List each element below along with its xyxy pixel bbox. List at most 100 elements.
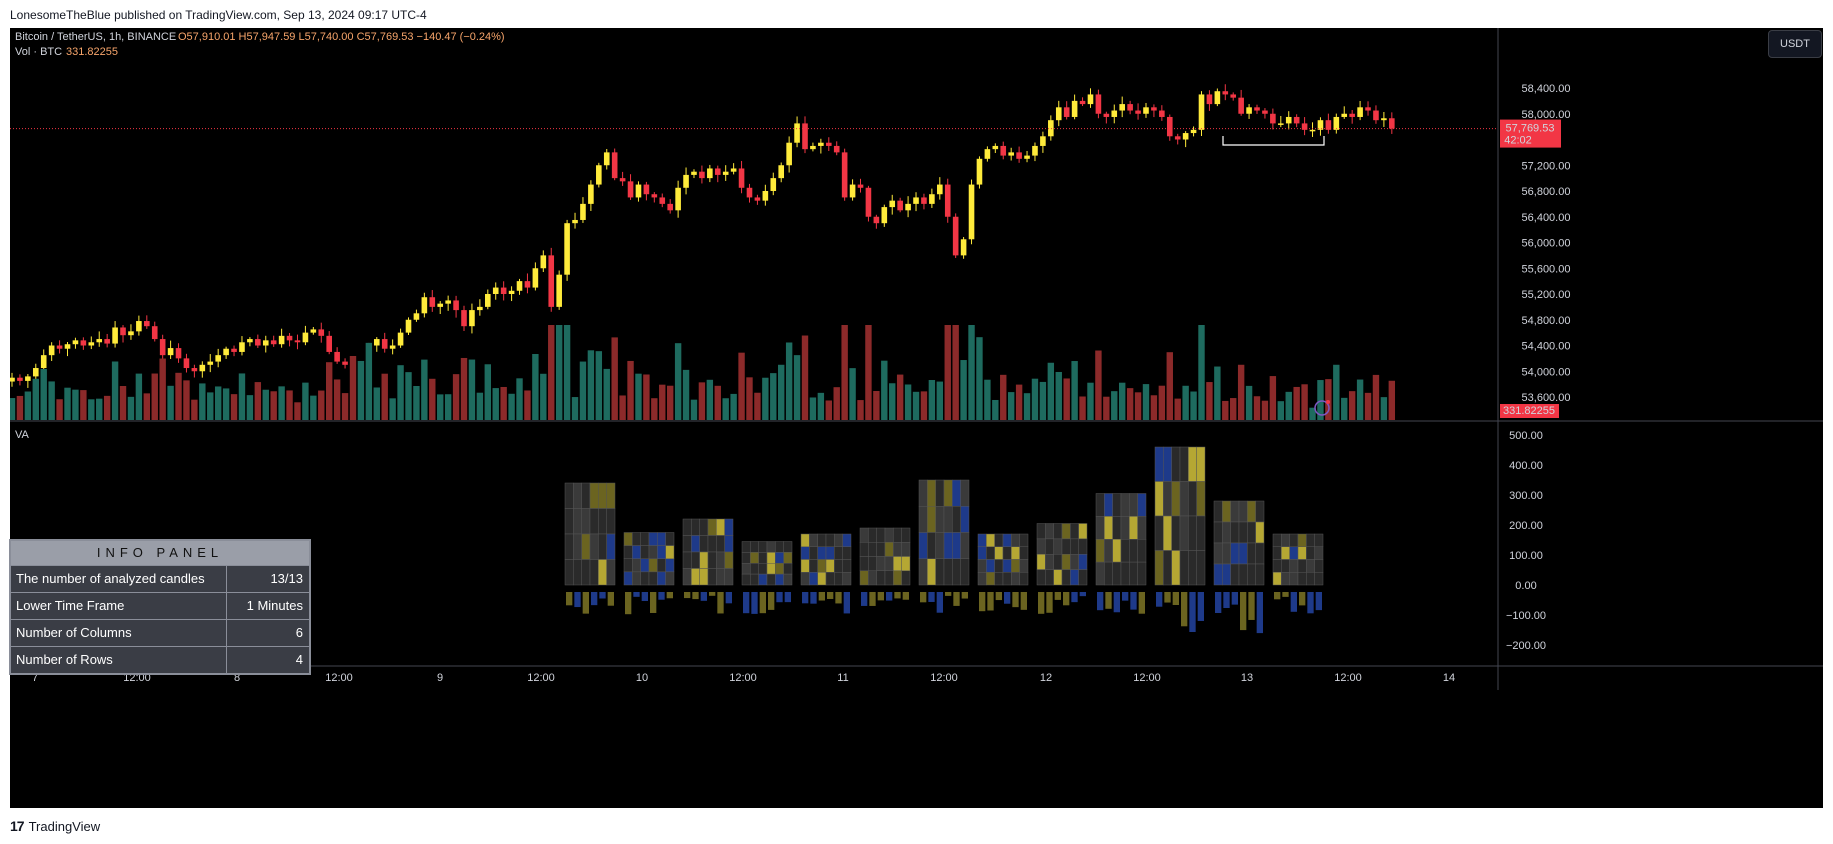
price-tick-label: 58,400.00 xyxy=(1522,83,1571,95)
volume-bar xyxy=(865,325,872,420)
candle-body xyxy=(635,184,642,198)
va-cell xyxy=(876,527,886,543)
va-cell xyxy=(1070,538,1079,555)
va-cell xyxy=(716,535,725,553)
candle-body xyxy=(1151,107,1157,111)
va-cell xyxy=(1213,542,1223,565)
va-cell xyxy=(724,551,734,569)
volume-bar xyxy=(1333,364,1340,420)
va-cell xyxy=(842,572,852,586)
va-delta-bar xyxy=(759,592,766,614)
candle-body xyxy=(960,239,967,256)
va-cell xyxy=(598,533,607,560)
va-cell xyxy=(1272,546,1282,560)
candle-body xyxy=(405,319,412,333)
volume-bar xyxy=(682,369,690,420)
volume-bar xyxy=(627,360,634,420)
va-delta-bar xyxy=(1307,592,1314,614)
volume-legend-value: 331.82255 xyxy=(66,46,118,58)
chart-area[interactable]: 58,400.00 58,000.00 57,200.00 56,800.00 56,4… xyxy=(10,28,1823,808)
volume-bar xyxy=(357,360,365,420)
candle-body xyxy=(897,200,903,211)
va-cell xyxy=(783,552,793,564)
candle-body xyxy=(548,255,555,307)
volume-bar xyxy=(540,373,547,420)
va-cell xyxy=(943,558,953,586)
tradingview-logo[interactable]: 17 TradingView xyxy=(10,818,100,834)
va-cell xyxy=(758,552,768,564)
va-cell xyxy=(1045,538,1054,555)
candle-body xyxy=(144,321,150,327)
va-cell xyxy=(606,533,616,560)
candle-body xyxy=(580,203,586,220)
volume-bar xyxy=(1031,378,1039,420)
info-panel-title: INFO PANEL xyxy=(11,541,309,565)
va-delta-bar xyxy=(743,592,750,614)
candle-body xyxy=(1262,110,1268,114)
va-cell xyxy=(817,533,827,547)
va-cell xyxy=(1095,493,1105,517)
va-cell xyxy=(1179,446,1189,482)
chart-canvas[interactable]: 58,400.00 58,000.00 57,200.00 56,800.00 56,4… xyxy=(10,28,1823,808)
va-delta-bar xyxy=(1038,592,1045,614)
candle-body xyxy=(1071,100,1078,117)
va-delta-bar xyxy=(692,592,699,600)
va-cell xyxy=(682,518,692,536)
candle-body xyxy=(231,348,237,352)
candle-body xyxy=(1190,129,1197,134)
volume-bar xyxy=(492,388,499,420)
va-cell xyxy=(842,546,852,560)
va-cell xyxy=(1289,572,1299,586)
va-cell xyxy=(716,551,725,569)
va-cell xyxy=(1104,493,1113,517)
candle-body xyxy=(88,342,95,346)
candle-body xyxy=(1048,120,1054,137)
va-cell xyxy=(699,551,709,569)
va-cell xyxy=(707,535,717,553)
info-panel-value: 1 Minutes xyxy=(226,593,309,619)
currency-button[interactable]: USDT xyxy=(1768,30,1822,58)
volume-bar xyxy=(421,359,428,420)
va-delta-bar xyxy=(936,592,943,613)
volume-bar xyxy=(992,399,999,420)
va-cell xyxy=(1154,550,1164,586)
volume-bar xyxy=(1261,400,1269,420)
time-tick-label: 10 xyxy=(636,672,648,684)
va-cell xyxy=(842,559,852,573)
candle-body xyxy=(841,152,848,198)
va-cell xyxy=(960,479,970,507)
va-cell xyxy=(809,533,818,547)
va-cell xyxy=(842,533,852,547)
volume-bar xyxy=(833,387,840,420)
va-cell xyxy=(1179,481,1189,517)
va-cell xyxy=(884,556,894,571)
va-delta-bar xyxy=(641,592,648,601)
va-cell xyxy=(1061,554,1071,570)
va-cell xyxy=(1078,569,1088,586)
va-delta-bar xyxy=(591,592,598,606)
va-cell xyxy=(1238,563,1248,586)
candle-body xyxy=(1317,120,1324,130)
candle-body xyxy=(992,145,999,150)
candle-body xyxy=(1008,152,1014,156)
candle-body xyxy=(1341,113,1348,117)
volume-bar xyxy=(270,391,277,420)
va-cell xyxy=(1112,561,1122,586)
volume-bar xyxy=(690,399,698,420)
va-cell xyxy=(986,546,995,560)
volume-bar xyxy=(111,361,119,420)
volume-bar xyxy=(484,364,491,420)
indicator-name: VA xyxy=(15,429,30,441)
volume-bar xyxy=(936,381,944,420)
va-delta-bar xyxy=(1020,592,1027,610)
volume-bar xyxy=(952,325,959,420)
volume-bar xyxy=(159,358,166,420)
volume-bar xyxy=(904,384,912,420)
info-panel-row: The number of analyzed candles 13/13 xyxy=(11,565,309,592)
va-cell xyxy=(817,572,827,586)
candle-body xyxy=(1293,116,1300,124)
va-cell xyxy=(1120,516,1130,540)
candle-body xyxy=(1159,110,1165,117)
va-cell xyxy=(750,573,759,586)
va-cell xyxy=(640,532,650,546)
